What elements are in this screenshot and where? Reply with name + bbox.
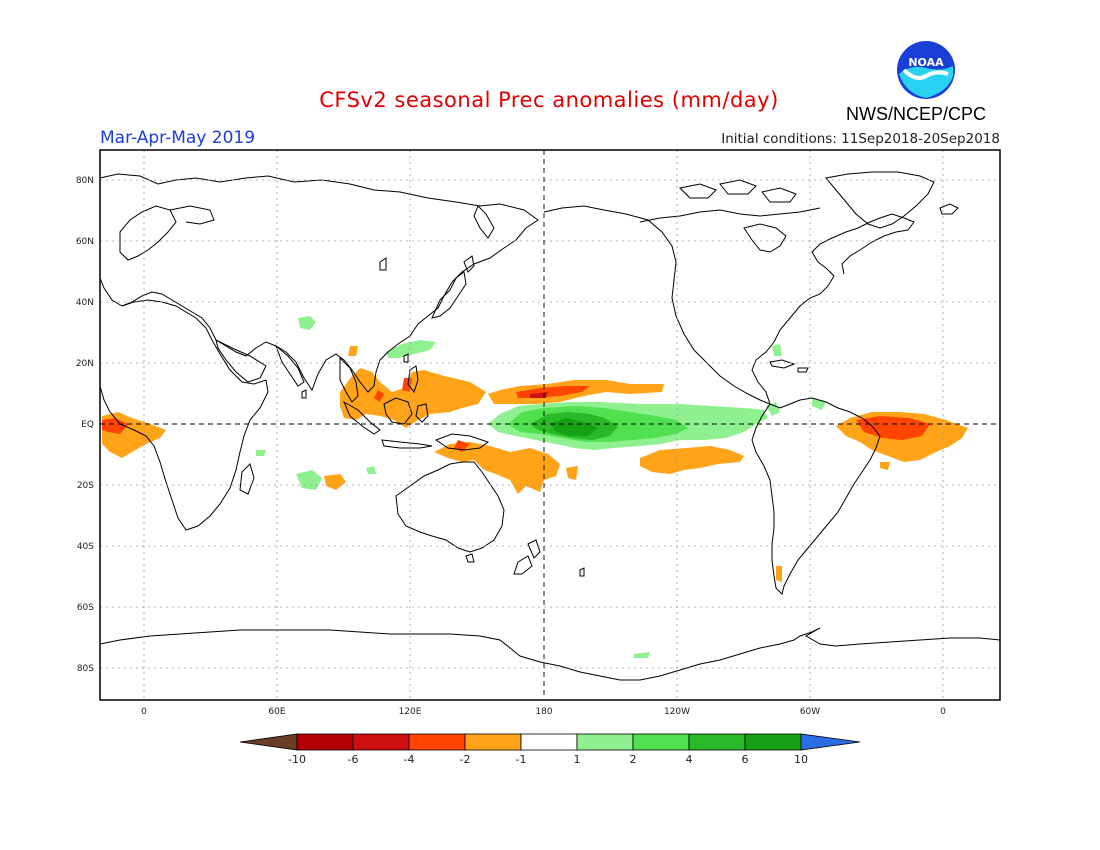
- lat-label-60n: 60N: [76, 237, 94, 247]
- colorbar-swatch-9: [744, 733, 802, 751]
- lat-label-eq: EQ: [81, 420, 94, 430]
- colorbar-labels: -10 -6 -4 -2 -1 1 2 4 6 10: [288, 753, 808, 766]
- lat-label-20s: 20S: [77, 481, 94, 491]
- coast-eurasia: [99, 173, 539, 393]
- coast-australia: [395, 461, 505, 553]
- colorbar-swatch-6: [576, 733, 634, 751]
- initial-conditions-label: Initial conditions: 11Sep2018-20Sep2018: [721, 131, 1000, 147]
- coast-north-america: [543, 205, 915, 405]
- colorbar-label: 1: [574, 753, 581, 766]
- lon-label-0-east: 0: [940, 707, 946, 717]
- colorbar-swatch-1: [296, 733, 354, 751]
- colorbar-arrow-high: [800, 733, 861, 751]
- dry-anomaly-maritime-continent: [340, 368, 486, 428]
- reference-lines: [100, 150, 1000, 700]
- coast-south-america: [751, 397, 881, 595]
- colorbar-swatch-4: [464, 733, 522, 751]
- agency-label: NWS/NCEP/CPC: [846, 104, 987, 124]
- dry-anomaly-east-pacific: [640, 446, 744, 474]
- lat-label-40n: 40N: [76, 298, 94, 308]
- svg-text:NOAA: NOAA: [908, 56, 944, 69]
- season-label: Mar-Apr-May 2019: [100, 128, 256, 148]
- lat-label-80n: 80N: [76, 176, 94, 186]
- colorbar-swatch-2: [352, 733, 410, 751]
- colorbar-swatch-3: [408, 733, 466, 751]
- dry-anomaly-south-pacific: [434, 442, 560, 494]
- coast-antarctica: [99, 627, 1001, 681]
- colorbar-label: -1: [516, 753, 527, 766]
- lat-label-40s: 40S: [77, 542, 94, 552]
- lat-label-80s: 80S: [77, 664, 94, 674]
- coastlines: [99, 171, 1001, 681]
- colorbar: [239, 733, 861, 751]
- lon-label-180: 180: [535, 707, 552, 717]
- lat-label-60s: 60S: [77, 603, 94, 613]
- colorbar-label: -2: [460, 753, 471, 766]
- lon-label-60e: 60E: [268, 707, 285, 717]
- lon-tick-labels: 0 60E 120E 180 120W 60W 0: [141, 707, 946, 717]
- colorbar-label: -10: [288, 753, 306, 766]
- colorbar-swatch-7: [632, 733, 690, 751]
- colorbar-label: 2: [630, 753, 637, 766]
- colorbar-label: -6: [348, 753, 359, 766]
- lon-label-120e: 120E: [399, 707, 422, 717]
- coast-greenland: [825, 171, 935, 229]
- map-title: CFSv2 seasonal Prec anomalies (mm/day): [319, 88, 779, 112]
- colorbar-label: 4: [686, 753, 693, 766]
- noaa-logo-icon: NOAA: [897, 41, 955, 99]
- lon-label-0-west: 0: [141, 707, 147, 717]
- colorbar-swatch-8: [688, 733, 746, 751]
- lat-label-20n: 20N: [76, 359, 94, 369]
- graticule: [100, 150, 1000, 700]
- colorbar-label: -4: [404, 753, 415, 766]
- colorbar-arrow-low: [239, 733, 298, 751]
- map-frame: [99, 149, 1001, 701]
- lon-label-60w: 60W: [800, 707, 820, 717]
- anomaly-shading: [102, 316, 968, 658]
- coast-africa: [99, 299, 269, 531]
- lon-label-120w: 120W: [664, 707, 690, 717]
- wet-anomaly-west-pacific-north: [386, 340, 436, 358]
- colorbar-swatch-5: [520, 733, 578, 751]
- colorbar-label: 10: [794, 753, 808, 766]
- colorbar-label: 6: [742, 753, 749, 766]
- lat-tick-labels: 80N 60N 40N 20N EQ 20S 40S 60S 80S: [76, 176, 94, 674]
